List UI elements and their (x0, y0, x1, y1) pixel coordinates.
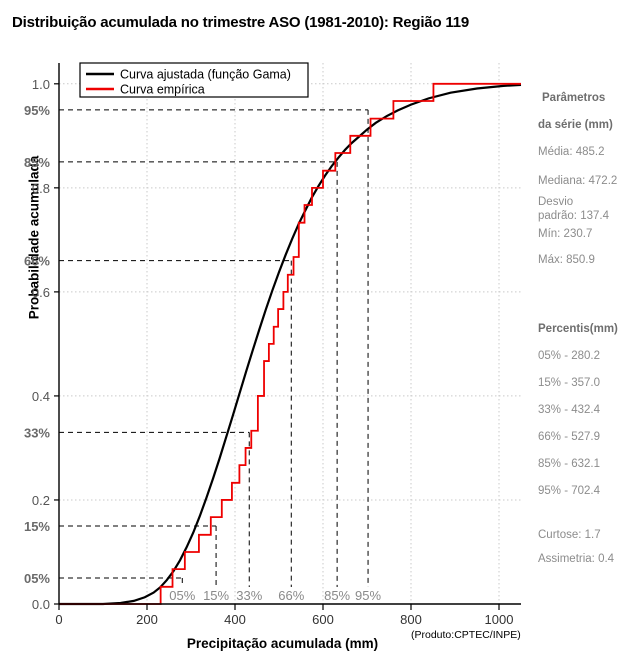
y-tick-label-1: 0.2 (32, 493, 50, 508)
percentil-row-0: 05% - 280.2 (538, 350, 601, 362)
series-line-empirical (59, 82, 521, 605)
y-percentile-label-4: 85% (24, 155, 50, 170)
chart-title: Distribuição acumulada no trimestre ASO … (12, 14, 470, 31)
y-tick-label-2: 0.4 (32, 389, 50, 404)
percentil-row-1: 15% - 357.0 (538, 377, 601, 389)
x-tick-label-1: 200 (136, 612, 158, 627)
legend-label-1: Curva empírica (120, 83, 205, 97)
x-tick-label-3: 600 (312, 612, 334, 627)
y-tick-label-4: 0.8 (32, 181, 50, 196)
x-axis-title: Precipitação acumulada (mm) (186, 636, 379, 651)
stat-mediana: Mediana: 472.2 (538, 175, 618, 187)
stat-desvio-line2: padrão: 137.4 (538, 210, 609, 222)
y-tick-label-3: 0.6 (32, 285, 50, 300)
x-percentile-label-3: 66% (278, 588, 304, 603)
percentil-row-3: 66% - 527.9 (538, 431, 601, 443)
stat-curtose: Curtose: 1.7 (538, 529, 601, 541)
y-percentile-label-3: 66% (24, 254, 50, 269)
y-percentile-label-0: 05% (24, 571, 50, 586)
stats-heading-line1: Parâmetros (542, 92, 606, 104)
x-percentile-label-0: 05% (169, 588, 195, 603)
x-tick-label-4: 800 (400, 612, 422, 627)
x-percentile-label-5: 95% (355, 588, 381, 603)
stat-min: Mín: 230.7 (538, 228, 593, 240)
source-note: (Produto:CPTEC/INPE) (411, 629, 521, 641)
series-line-fitted (59, 83, 522, 606)
stat-media: Média: 485.2 (538, 146, 605, 158)
y-percentile-label-2: 33% (24, 425, 50, 440)
y-percentile-label-1: 15% (24, 519, 50, 534)
percentil-row-4: 85% - 632.1 (538, 458, 601, 470)
stat-max: Máx: 850.9 (538, 254, 595, 266)
y-tick-label-0: 0.0 (32, 597, 50, 612)
x-tick-label-2: 400 (224, 612, 246, 627)
percentil-row-5: 95% - 702.4 (538, 485, 601, 497)
x-percentile-label-1: 15% (203, 588, 229, 603)
x-tick-label-5: 1000 (485, 612, 514, 627)
legend-label-0: Curva ajustada (função Gama) (120, 68, 291, 82)
stats-heading-line2: da série (mm) (538, 119, 613, 131)
percentis-heading: Percentis(mm) (538, 323, 618, 335)
y-percentile-label-5: 95% (24, 103, 50, 118)
stat-desvio-line1: Desvio (538, 196, 574, 208)
percentil-row-2: 33% - 432.4 (538, 404, 601, 416)
legend-box (79, 62, 309, 98)
x-percentile-label-2: 33% (236, 588, 262, 603)
x-percentile-label-4: 85% (324, 588, 350, 603)
y-tick-label-5: 1.0 (32, 77, 50, 92)
x-tick-label-0: 0 (55, 612, 62, 627)
stat-assimetria: Assimetria: 0.4 (538, 553, 615, 565)
